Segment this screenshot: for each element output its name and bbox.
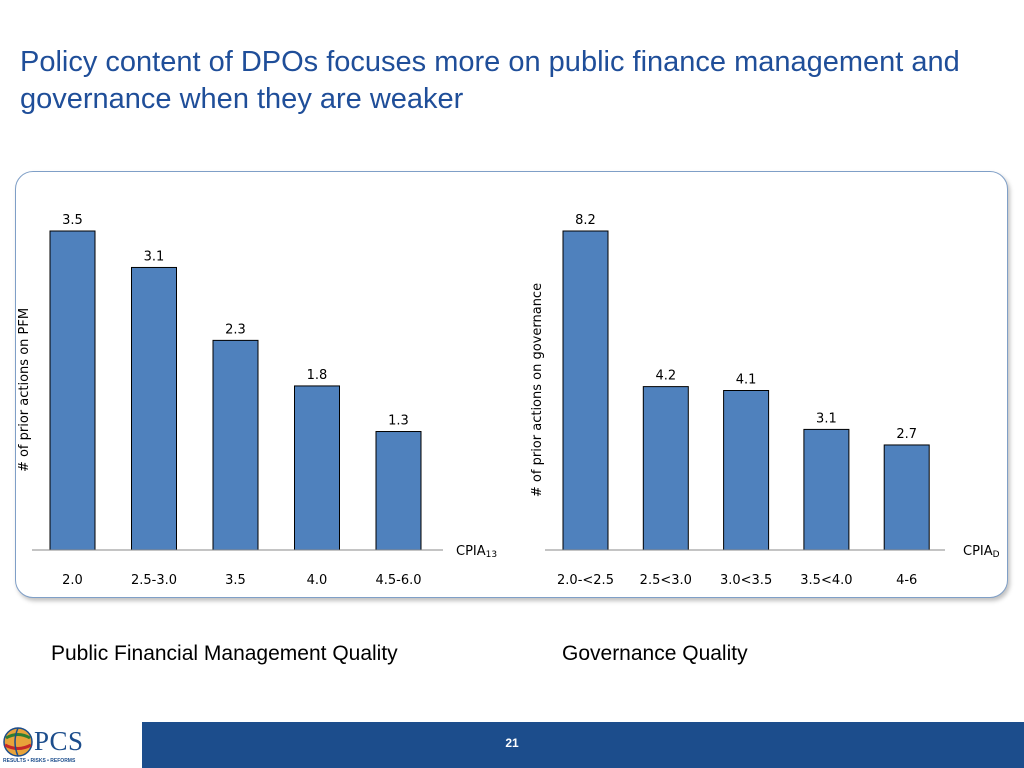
pfm-category-label: 4.0 xyxy=(307,573,328,588)
logo-tagline: RESULTS • RISKS • REFORMS xyxy=(3,758,76,764)
pfm-bar xyxy=(49,230,96,551)
pfm-bar-value-label: 1.8 xyxy=(307,368,328,383)
gov-bar xyxy=(562,230,609,551)
pfm-category-label: 3.5 xyxy=(225,573,246,588)
gov-x-axis-label-sub: D xyxy=(993,550,1000,560)
page-number: 21 xyxy=(505,736,519,750)
pfm-bar-value-label: 2.3 xyxy=(225,322,246,337)
gov-x-axis-label: CPIAD xyxy=(963,544,1000,560)
pfm-bar-value-label: 1.3 xyxy=(388,414,409,429)
gov-bar xyxy=(883,444,930,551)
pfm-bar xyxy=(375,431,422,551)
slide-title: Policy content of DPOs focuses more on p… xyxy=(20,46,960,115)
gov-category-label: 3.0<3.5 xyxy=(720,573,772,588)
pfm-category-label: 2.5-3.0 xyxy=(131,573,177,588)
footer-bar: 21 xyxy=(0,722,1024,768)
charts-svg: 3.5 2.0 3.1 2.5-3.0 2.3 3.5 1.8 4.0 1.3 4.5-6.0 CP… xyxy=(17,213,1000,588)
gov-bar-value-label: 2.7 xyxy=(896,427,917,442)
pfm-y-axis-label: # of prior actions on PFM xyxy=(17,308,32,472)
globe-icon xyxy=(3,727,33,757)
gov-category-label: 4-6 xyxy=(896,573,917,588)
gov-bar xyxy=(723,390,770,551)
gov-category-label: 2.0-<2.5 xyxy=(557,573,614,588)
gov-bar-value-label: 4.2 xyxy=(655,369,676,384)
pfm-x-axis-label-main: CPIA xyxy=(456,544,486,559)
pfm-bar-value-label: 3.5 xyxy=(62,213,83,228)
gov-bar xyxy=(803,428,850,551)
gov-category-label: 2.5<3.0 xyxy=(640,573,692,588)
gov-bar xyxy=(642,386,689,551)
gov-bar-value-label: 8.2 xyxy=(575,213,596,228)
pfm-category-label: 4.5-6.0 xyxy=(375,573,421,588)
gov-x-axis-label-main: CPIA xyxy=(963,544,993,559)
caption-governance-quality: Governance Quality xyxy=(562,642,748,665)
pcs-logo: PCS RESULTS • RISKS • REFORMS xyxy=(0,722,142,768)
gov-y-axis-label: # of prior actions on governance xyxy=(530,283,545,497)
caption-pfm-quality: Public Financial Management Quality xyxy=(51,642,398,665)
pfm-bar xyxy=(294,385,340,551)
pfm-x-axis-label-sub: 13 xyxy=(486,550,497,560)
pfm-bar-value-label: 3.1 xyxy=(144,249,165,264)
gov-bar-value-label: 4.1 xyxy=(736,373,757,388)
gov-bar-value-label: 3.1 xyxy=(816,411,837,426)
pfm-bar xyxy=(131,266,177,551)
pfm-x-axis-label: CPIA13 xyxy=(456,544,497,560)
logo-text: PCS xyxy=(34,726,84,756)
pfm-bar xyxy=(212,339,259,551)
gov-category-label: 3.5<4.0 xyxy=(800,573,852,588)
pfm-category-label: 2.0 xyxy=(62,573,83,588)
